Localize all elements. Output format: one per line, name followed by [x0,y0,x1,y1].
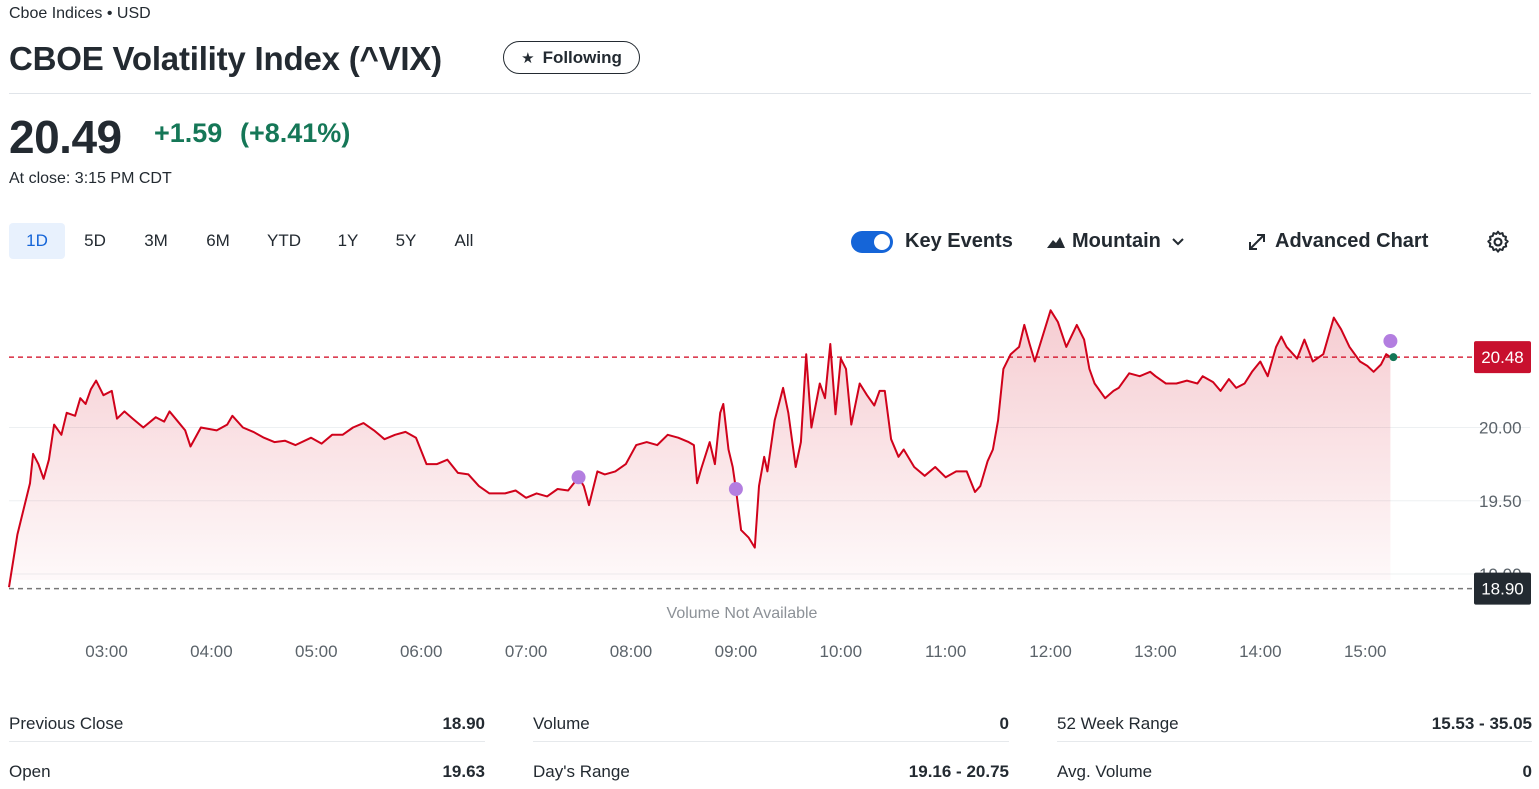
chevron-down-icon [1172,237,1184,245]
stat-avg-volume: Avg. Volume 0 [1057,762,1532,782]
x-tick-label: 10:00 [820,642,863,661]
chart-type-label: Mountain [1072,230,1161,252]
current-price-tag [1474,341,1531,374]
x-tick-label: 09:00 [715,642,758,661]
x-tick-label: 14:00 [1239,642,1282,661]
range-6m-button[interactable]: 6M [206,231,230,250]
gear-icon[interactable] [1485,229,1511,255]
key-event-marker [728,482,743,497]
key-event-marker [571,470,586,485]
stat-divider [1057,741,1532,742]
mountain-icon [1047,236,1065,248]
key-events-label[interactable]: Key Events [905,230,1013,252]
current-price-tag-text: 20.48 [1481,348,1524,367]
range-5y-button[interactable]: 5Y [395,231,417,250]
x-tick-label: 03:00 [85,642,128,661]
y-tick-label: 19.50 [1479,492,1522,511]
stat-label: Previous Close [9,714,124,733]
x-tick-label: 15:00 [1344,642,1387,661]
stat-52-week-range: 52 Week Range 15.53 - 35.05 [1057,714,1532,734]
range-selector: 1D 5D 3M 6M YTD 1Y 5Y All [9,223,493,259]
exchange-label: Cboe Indices • USD [9,5,151,22]
price-change: +1.59 [154,118,223,148]
x-tick-label: 07:00 [505,642,548,661]
stat-days-range: Day's Range 19.16 - 20.75 [533,762,1009,782]
advanced-chart-button[interactable]: Advanced Chart [1247,230,1428,253]
x-tick-label: 08:00 [610,642,653,661]
stat-label: Volume [533,714,590,733]
stat-value: 18.90 [442,714,485,733]
price-change-percent: (+8.41%) [240,118,351,148]
stat-value: 0 [1522,762,1532,781]
stat-value: 19.16 - 20.75 [908,762,1009,781]
advanced-chart-label: Advanced Chart [1275,230,1429,252]
previous-close-tag-text: 18.90 [1481,580,1524,599]
stat-divider [9,741,485,742]
stat-label: Day's Range [533,762,630,781]
price-line [8,309,1391,588]
expand-icon [1249,233,1265,250]
range-3m-button[interactable]: 3M [144,231,168,250]
stat-open: Open 19.63 [9,762,485,782]
current-price: 20.49 [9,111,122,163]
last-price-dot [1389,353,1398,362]
stat-value: 0 [999,714,1009,733]
x-tick-label: 12:00 [1029,642,1072,661]
stat-volume: Volume 0 [533,714,1009,734]
price-area [9,310,1391,588]
following-button[interactable]: ★ Following [503,41,640,74]
close-time: At close: 3:15 PM CDT [9,170,172,187]
stat-value: 19.63 [442,762,485,781]
volume-note: Volume Not Available [667,605,818,622]
chart-type-dropdown[interactable]: Mountain [1046,230,1185,253]
x-tick-label: 13:00 [1134,642,1177,661]
stat-label: Open [9,762,51,781]
y-tick-label: 20.00 [1479,418,1522,437]
x-tick-label: 04:00 [190,642,233,661]
x-tick-label: 06:00 [400,642,443,661]
stat-label: 52 Week Range [1057,714,1179,733]
stat-label: Avg. Volume [1057,762,1153,781]
x-tick-label: 11:00 [925,642,966,661]
stat-previous-close: Previous Close 18.90 [9,714,485,734]
star-icon: ★ [521,49,535,67]
range-ytd-button[interactable]: YTD [267,231,301,250]
key-events-toggle[interactable] [851,231,893,253]
range-1d-button[interactable]: 1D [9,223,65,259]
range-all-button[interactable]: All [454,231,474,250]
range-5d-button[interactable]: 5D [84,231,106,250]
previous-close-tag [1474,572,1531,605]
following-label: Following [542,47,622,67]
key-event-marker [1383,334,1398,349]
stat-divider [533,741,1009,742]
stat-value: 15.53 - 35.05 [1431,714,1532,733]
x-tick-label: 05:00 [295,642,338,661]
header-divider [9,93,1531,94]
range-1y-button[interactable]: 1Y [337,231,359,250]
page-title: CBOE Volatility Index (^VIX) [9,40,442,77]
